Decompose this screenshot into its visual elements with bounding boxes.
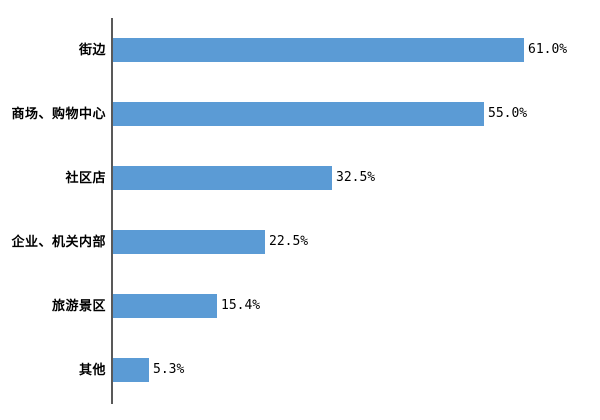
value-label: 22.5% [269, 234, 309, 249]
bar [113, 294, 217, 318]
y-axis-line [111, 18, 113, 404]
value-label: 15.4% [221, 298, 261, 313]
bar-row: 商场、购物中心 55.0% [0, 102, 600, 126]
bar [113, 358, 149, 382]
value-label: 5.3% [153, 362, 185, 377]
category-label: 商场、购物中心 [11, 106, 106, 121]
bar-row: 企业、机关内部 22.5% [0, 230, 600, 254]
category-label: 旅游景区 [51, 298, 106, 313]
value-label: 61.0% [528, 42, 568, 57]
value-label: 32.5% [336, 170, 376, 185]
value-label: 55.0% [488, 106, 528, 121]
category-label: 企业、机关内部 [11, 234, 106, 249]
bar [113, 38, 524, 62]
bar [113, 166, 332, 190]
bar-row: 社区店 32.5% [0, 166, 600, 190]
bar-row: 旅游景区 15.4% [0, 294, 600, 318]
bar-row: 街边 61.0% [0, 38, 600, 62]
category-label: 街边 [78, 42, 106, 57]
bar [113, 230, 265, 254]
category-label: 社区店 [65, 170, 106, 185]
bar-row: 其他 5.3% [0, 358, 600, 382]
category-label: 其他 [78, 362, 106, 377]
bar [113, 102, 484, 126]
